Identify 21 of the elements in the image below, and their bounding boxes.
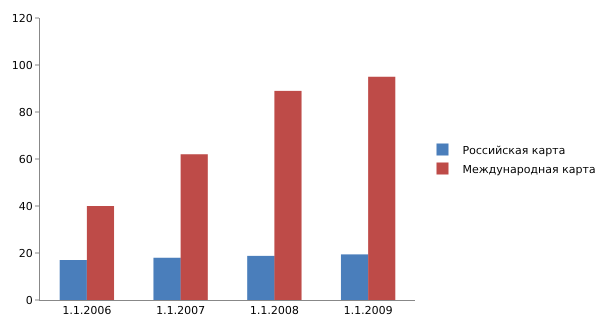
y-tick-label: 120	[12, 12, 33, 25]
x-tick-label: 1.1.2008	[250, 304, 299, 318]
y-tick-label: 80	[18, 106, 33, 119]
bar	[86, 206, 114, 300]
bar	[153, 258, 181, 300]
y-tick-label: 100	[12, 58, 33, 72]
y-tick-label: 0	[26, 294, 33, 307]
legend-label: Российская карта	[462, 144, 566, 157]
y-tick-label: 40	[18, 200, 33, 213]
bar	[60, 260, 87, 300]
x-tick-label: 1.1.2007	[156, 304, 206, 318]
bar	[180, 154, 208, 300]
bar	[247, 256, 274, 300]
x-tick-label: 1.1.2006	[62, 304, 112, 318]
legend-label: Международная карта	[462, 162, 596, 176]
bar	[274, 90, 302, 300]
x-tick-label: 1.1.2009	[344, 304, 393, 318]
y-tick-label: 20	[18, 246, 33, 260]
bar	[340, 254, 368, 300]
bar	[368, 76, 396, 300]
y-tick-label: 60	[18, 152, 33, 166]
